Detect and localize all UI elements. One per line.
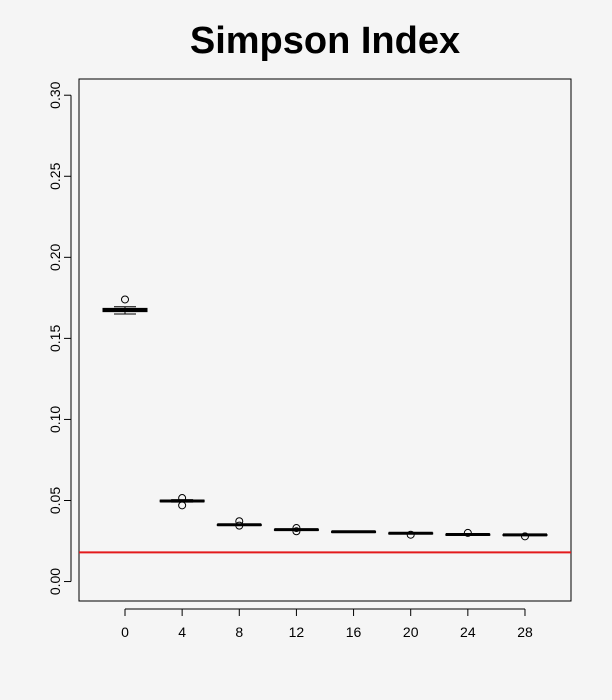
outlier-point xyxy=(520,532,529,541)
y-tick-label: 0.30 xyxy=(47,81,63,108)
outlier-point xyxy=(121,295,129,304)
x-axis: 0 4 8 12 16 20 24 28 xyxy=(121,608,533,640)
box-12 xyxy=(273,524,319,536)
y-tick-label: 0.15 xyxy=(47,325,63,352)
y-tick-label: 0.10 xyxy=(47,406,63,433)
x-tick-label: 12 xyxy=(289,624,305,640)
box-24 xyxy=(445,528,491,537)
x-tick-label: 20 xyxy=(403,624,419,640)
box-8 xyxy=(216,517,262,530)
box-16 xyxy=(331,530,377,534)
outlier-point xyxy=(292,527,301,536)
x-tick-label: 16 xyxy=(346,624,362,640)
box-0 xyxy=(102,295,148,315)
y-tick-label: 0.00 xyxy=(47,568,63,595)
outlier-point xyxy=(235,521,244,530)
x-tick-label: 24 xyxy=(460,624,476,640)
box-4 xyxy=(159,494,205,510)
x-tick-label: 8 xyxy=(235,624,243,640)
y-tick-label: 0.25 xyxy=(47,162,63,189)
chart-title: Simpson Index xyxy=(190,20,460,62)
y-axis: 0.00 0.05 0.10 0.15 0.20 0.25 0.30 xyxy=(47,81,72,595)
box-28 xyxy=(502,532,548,541)
outlier-point xyxy=(406,530,415,539)
boxes-group xyxy=(102,295,548,541)
outlier-point xyxy=(178,501,187,510)
outlier-point xyxy=(235,517,244,526)
x-tick-label: 0 xyxy=(121,624,129,640)
plot-frame xyxy=(78,78,572,602)
box-20 xyxy=(388,530,434,539)
x-tick-label: 28 xyxy=(517,624,533,640)
y-tick-label: 0.20 xyxy=(47,243,63,270)
outlier-point xyxy=(463,528,472,537)
x-tick-label: 4 xyxy=(178,624,186,640)
outlier-point xyxy=(292,524,301,533)
y-tick-label: 0.05 xyxy=(47,487,63,514)
